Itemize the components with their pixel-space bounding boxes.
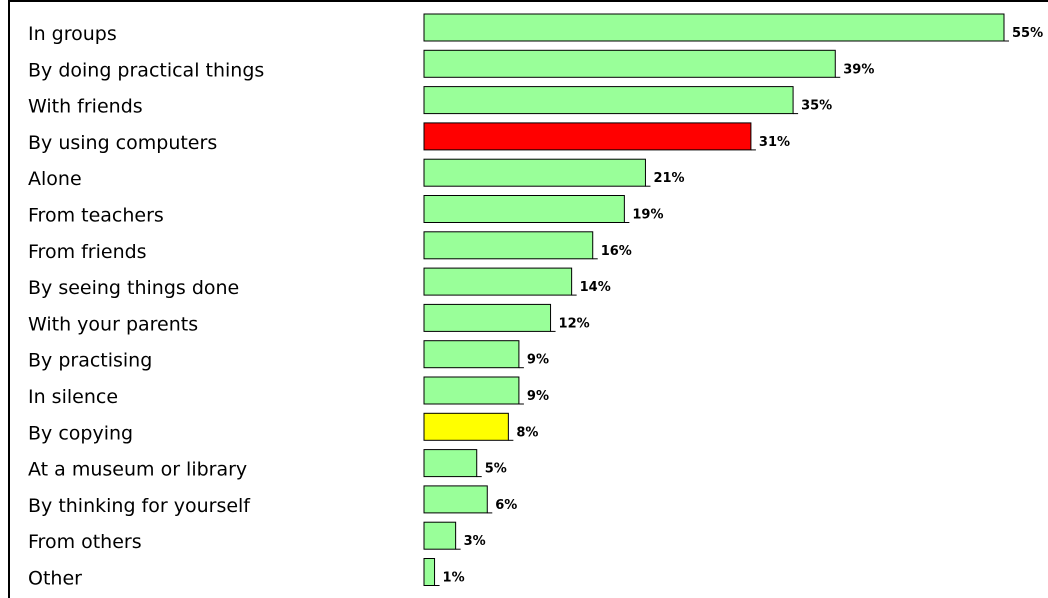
value-label: 35% [801,99,832,114]
value-label: 55% [1012,26,1043,41]
value-label: 31% [759,135,790,150]
value-label: 14% [580,280,611,295]
bar [423,49,836,78]
category-label: By doing practical things [28,59,264,81]
category-label: Other [28,568,82,590]
value-label: 5% [485,462,507,477]
value-label: 16% [601,244,632,259]
category-label: By thinking for yourself [28,495,251,517]
category-label: Alone [28,168,82,190]
bar [423,303,552,332]
chart-frame [8,0,1048,598]
category-label: From others [28,531,142,553]
category-label: With your parents [28,313,198,335]
value-label: 1% [443,571,465,586]
category-label: At a museum or library [28,459,247,481]
value-label: 8% [516,425,538,440]
category-label: In groups [28,23,117,45]
bar [423,449,478,478]
value-label: 9% [527,389,549,404]
bar [423,558,436,586]
bar [423,412,509,441]
value-label: 6% [495,498,517,513]
bar [423,122,752,151]
category-label: With friends [28,96,143,118]
bar [423,86,794,115]
category-label: From teachers [28,205,164,227]
bar [423,231,594,260]
category-label: By copying [28,422,133,444]
bar [423,376,520,405]
category-label: By practising [28,350,152,372]
category-label: In silence [28,386,118,408]
value-label: 3% [464,534,486,549]
bar [423,521,457,550]
bar [423,267,573,296]
category-label: By using computers [28,132,217,154]
bar [423,13,1005,42]
value-label: 12% [559,316,590,331]
category-label: By seeing things done [28,277,239,299]
value-label: 21% [653,171,684,186]
value-label: 9% [527,353,549,368]
value-label: 39% [843,62,874,77]
bar [423,158,646,187]
bar [423,485,488,514]
category-label: From friends [28,241,147,263]
bar [423,195,625,223]
value-label: 19% [632,208,663,223]
bar [423,340,520,369]
